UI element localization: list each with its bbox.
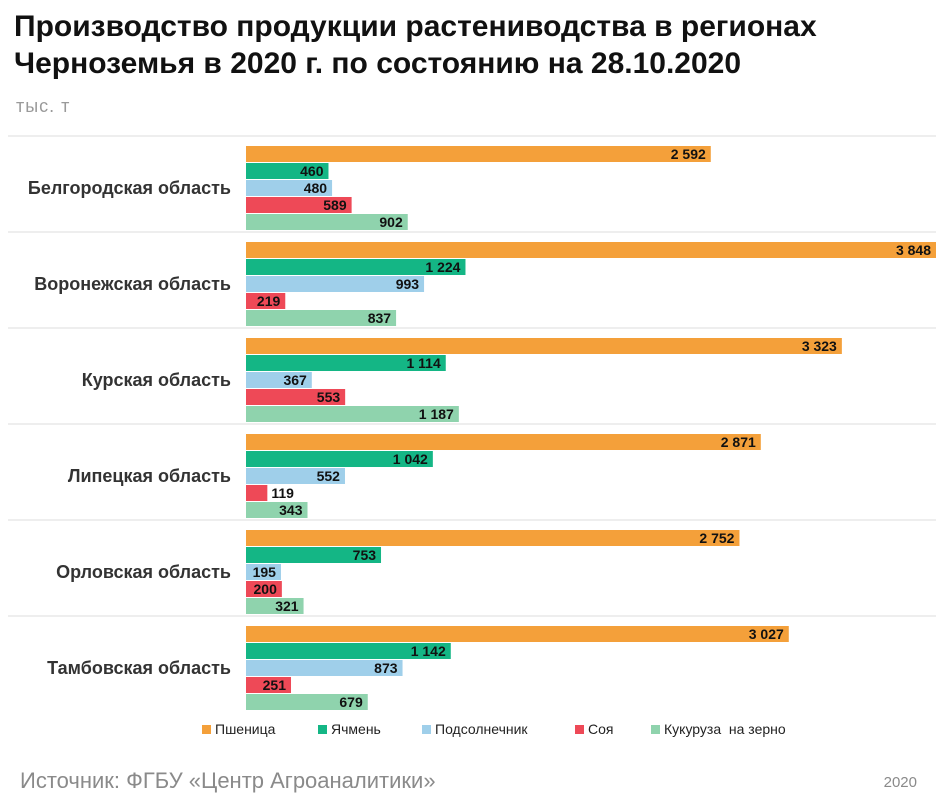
- bar-1-5: [246, 643, 451, 659]
- legend-item: Кукуруза на зерно: [664, 721, 786, 737]
- data-label: 2 592: [671, 146, 706, 162]
- bar-4-4: [246, 598, 304, 614]
- data-label: 3 323: [802, 338, 837, 354]
- legend-swatch: [202, 725, 211, 734]
- legend-item: Пшеница: [215, 721, 276, 737]
- legend-item: Подсолнечник: [435, 721, 528, 737]
- bar-2-0: [246, 180, 333, 196]
- bar-3-1: [246, 293, 286, 309]
- bar-2-2: [246, 372, 312, 388]
- source-note: Источник: ФГБУ «Центр Агроаналитики»: [20, 768, 436, 793]
- data-label: 753: [353, 547, 377, 563]
- bar-4-3: [246, 502, 308, 518]
- data-label: 200: [254, 581, 278, 597]
- bar-3-4: [246, 581, 282, 597]
- chart-title: Производство продукции растениводства в …: [14, 10, 817, 80]
- bar-4-5: [246, 694, 368, 710]
- bar-2-3: [246, 468, 345, 484]
- bar-1-3: [246, 451, 433, 467]
- data-label: 589: [323, 197, 347, 213]
- category-label: Тамбовская область: [47, 658, 231, 678]
- data-label: 1 114: [406, 355, 440, 371]
- data-label: 1 142: [411, 643, 446, 659]
- legend-swatch: [422, 725, 431, 734]
- category-label: Орловская область: [56, 562, 231, 582]
- bar-0-1: [246, 242, 936, 258]
- bar-0-4: [246, 530, 740, 546]
- bar-4-1: [246, 310, 397, 326]
- data-label: 219: [257, 293, 281, 309]
- unit-label: тыс. т: [16, 96, 71, 116]
- category-label: Липецкая область: [68, 466, 231, 486]
- data-label: 1 042: [393, 451, 428, 467]
- category-label: Курская область: [82, 370, 231, 390]
- data-label: 553: [317, 389, 341, 405]
- bar-4-2: [246, 406, 459, 422]
- data-label: 1 224: [425, 259, 460, 275]
- bar-0-0: [246, 146, 711, 162]
- data-label: 1 187: [419, 406, 454, 422]
- bar-1-2: [246, 355, 446, 371]
- data-label: 119: [271, 485, 294, 501]
- bar-2-5: [246, 660, 403, 676]
- data-label: 837: [368, 310, 392, 326]
- bar-1-0: [246, 163, 329, 179]
- category-label: Воронежская область: [34, 274, 231, 294]
- data-label: 321: [275, 598, 299, 614]
- bar-0-3: [246, 434, 761, 450]
- data-label: 460: [300, 163, 324, 179]
- data-label: 480: [304, 180, 328, 196]
- data-label: 3 848: [896, 242, 931, 258]
- data-label: 902: [379, 214, 403, 230]
- bar-3-5: [246, 677, 292, 693]
- data-label: 2 752: [699, 530, 734, 546]
- data-label: 993: [396, 276, 420, 292]
- data-label: 873: [374, 660, 398, 676]
- data-label: 195: [253, 564, 277, 580]
- bar-3-3: [246, 485, 268, 501]
- bar-0-2: [246, 338, 842, 354]
- bar-0-5: [246, 626, 789, 642]
- legend-item: Соя: [588, 721, 613, 737]
- data-label: 343: [279, 502, 303, 518]
- legend-swatch: [651, 725, 660, 734]
- bar-3-0: [246, 197, 352, 213]
- category-label: Белгородская область: [28, 178, 231, 198]
- data-label: 552: [317, 468, 341, 484]
- bar-2-4: [246, 564, 281, 580]
- legend-swatch: [318, 725, 327, 734]
- data-label: 2 871: [721, 434, 756, 450]
- bar-4-0: [246, 214, 408, 230]
- data-label: 3 027: [749, 626, 784, 642]
- data-label: 251: [263, 677, 287, 693]
- legend-item: Ячмень: [331, 721, 381, 737]
- legend-swatch: [575, 725, 584, 734]
- bar-2-1: [246, 276, 425, 292]
- data-label: 367: [283, 372, 307, 388]
- bar-1-1: [246, 259, 466, 275]
- bar-3-2: [246, 389, 346, 405]
- year-note: 2020: [883, 774, 917, 791]
- data-label: 679: [339, 694, 363, 710]
- bar-1-4: [246, 547, 382, 563]
